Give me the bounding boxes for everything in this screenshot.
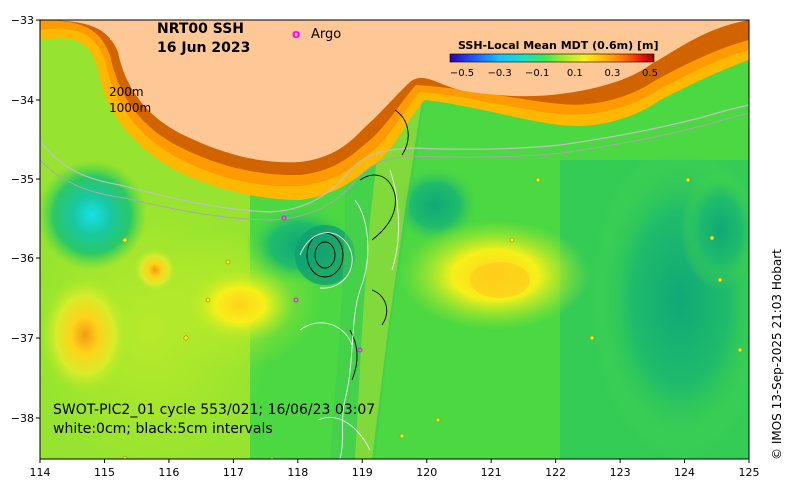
y-tick-label: −33 bbox=[11, 14, 34, 27]
x-tick-label: 120 bbox=[416, 466, 437, 479]
pass-info-line2: white:0cm; black:5cm intervals bbox=[53, 421, 273, 437]
argo-legend-symbol: o bbox=[292, 27, 300, 41]
warm-eddy-southwest bbox=[40, 275, 130, 395]
x-tick-label: 121 bbox=[481, 466, 502, 479]
colorbar-tick-label: −0.5 bbox=[450, 68, 474, 79]
product-title: NRT00 SSH bbox=[157, 21, 244, 37]
x-tick-label: 114 bbox=[30, 466, 51, 479]
y-tick-label: −36 bbox=[11, 252, 34, 265]
colorbar-tick-label: −0.1 bbox=[525, 68, 549, 79]
isobath-200m bbox=[40, 104, 749, 213]
argo-legend-label: Argo bbox=[311, 27, 341, 42]
colorbar-tick-label: 0.5 bbox=[642, 68, 658, 79]
y-tick-label: −34 bbox=[11, 94, 34, 107]
colorbar-tick-label: −0.3 bbox=[487, 68, 511, 79]
white-contours bbox=[299, 169, 400, 459]
plot-frame bbox=[39, 19, 750, 460]
x-tick-label: 116 bbox=[158, 466, 179, 479]
y-axis: −33 −34 −35 −36 −37 −38 bbox=[11, 14, 40, 425]
warm-eddy-west-mid bbox=[133, 248, 177, 292]
colorbar-ticks: −0.5 −0.3 −0.1 0.1 0.3 0.5 bbox=[450, 68, 658, 79]
colorbar-title: SSH-Local Mean MDT (0.6m) [m] bbox=[458, 39, 658, 52]
x-tick-label: 118 bbox=[287, 466, 308, 479]
y-tick-label: −37 bbox=[11, 332, 34, 345]
colorbar-tick-label: 0.1 bbox=[567, 68, 583, 79]
x-tick-label: 123 bbox=[610, 466, 631, 479]
argo-floats bbox=[281, 215, 363, 353]
swot-swath bbox=[330, 95, 425, 459]
x-axis: 114 115 116 117 118 119 120 121 122 123 124 125 bbox=[30, 459, 760, 479]
y-tick-label: −38 bbox=[11, 412, 34, 425]
depth-label-200m: 200m bbox=[109, 85, 144, 99]
y-tick-label: −35 bbox=[11, 173, 34, 186]
x-tick-label: 124 bbox=[674, 466, 695, 479]
isobath-1000m bbox=[40, 112, 749, 221]
x-tick-label: 115 bbox=[94, 466, 115, 479]
x-tick-label: 117 bbox=[223, 466, 244, 479]
drifter-markers bbox=[122, 177, 743, 459]
x-tick-label: 125 bbox=[739, 466, 760, 479]
colorbar bbox=[449, 53, 655, 63]
colorbar-tick-label: 0.3 bbox=[604, 68, 620, 79]
x-tick-label: 122 bbox=[545, 466, 566, 479]
warm-eddy-central bbox=[185, 267, 295, 343]
imos-credit: © IMOS 13-Sep-2025 21:03 Hobart bbox=[770, 249, 784, 460]
x-tick-label: 119 bbox=[352, 466, 373, 479]
black-contours bbox=[306, 109, 409, 381]
cold-eddy-west bbox=[40, 160, 147, 270]
product-date: 16 Jun 2023 bbox=[157, 40, 250, 56]
pass-info-line1: SWOT-PIC2_01 cycle 553/021; 16/06/23 03:… bbox=[53, 402, 375, 418]
depth-label-1000m: 1000m bbox=[109, 101, 151, 115]
